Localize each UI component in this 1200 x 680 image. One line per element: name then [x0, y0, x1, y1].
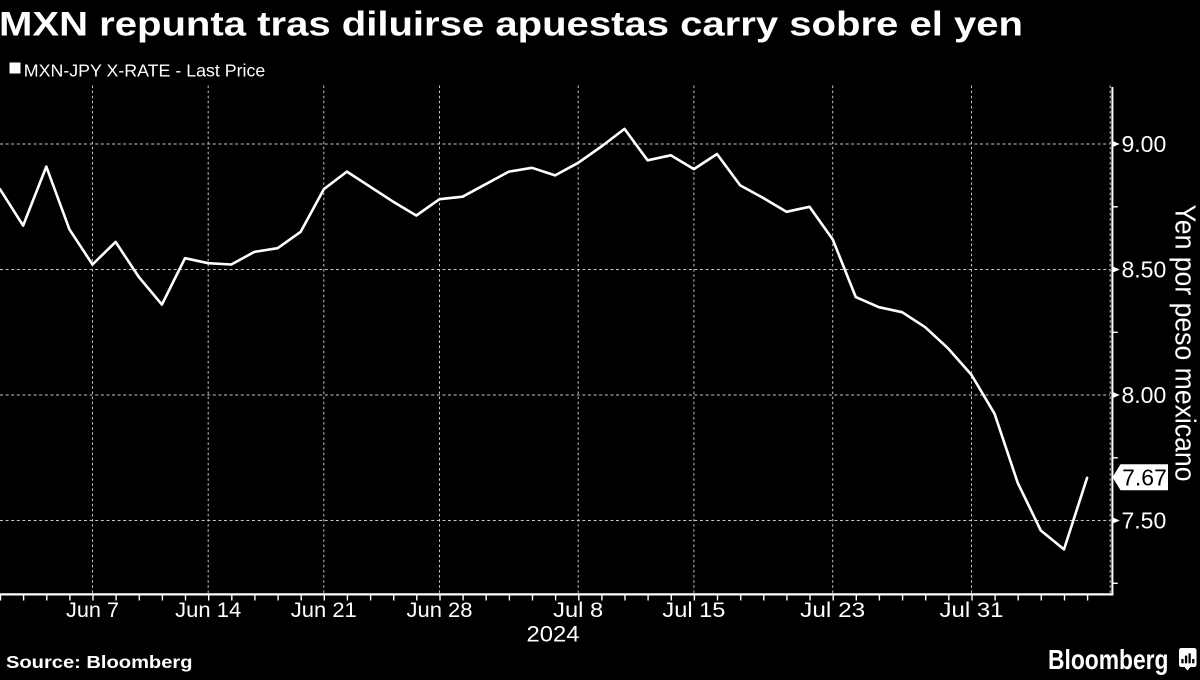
svg-text:MXN repunta tras diluirse apue: MXN repunta tras diluirse apuestas carry…: [0, 6, 1023, 44]
svg-text:Bloomberg: Bloomberg: [1048, 644, 1169, 675]
svg-text:Jul 23: Jul 23: [800, 599, 865, 622]
svg-text:9.00: 9.00: [1122, 131, 1167, 157]
svg-text:7.67: 7.67: [1122, 465, 1167, 491]
svg-text:Jul 31: Jul 31: [940, 599, 1004, 622]
svg-text:7.50: 7.50: [1122, 508, 1167, 534]
svg-text:Jul 15: Jul 15: [662, 599, 725, 622]
svg-text:Jun 7: Jun 7: [66, 599, 119, 622]
svg-text:Jul 8: Jul 8: [553, 599, 603, 622]
svg-text:Jun 14: Jun 14: [175, 599, 241, 622]
svg-text:Jun 28: Jun 28: [407, 599, 473, 622]
svg-text:Source: Bloomberg: Source: Bloomberg: [6, 652, 193, 672]
svg-text:MXN-JPY X-RATE - Last Price: MXN-JPY X-RATE - Last Price: [24, 61, 265, 81]
svg-text:Yen por peso mexicano: Yen por peso mexicano: [1169, 205, 1200, 482]
svg-text:8.00: 8.00: [1122, 382, 1167, 408]
svg-text:Jun 21: Jun 21: [291, 599, 357, 622]
svg-text:8.50: 8.50: [1122, 257, 1167, 283]
svg-text:2024: 2024: [527, 622, 580, 647]
